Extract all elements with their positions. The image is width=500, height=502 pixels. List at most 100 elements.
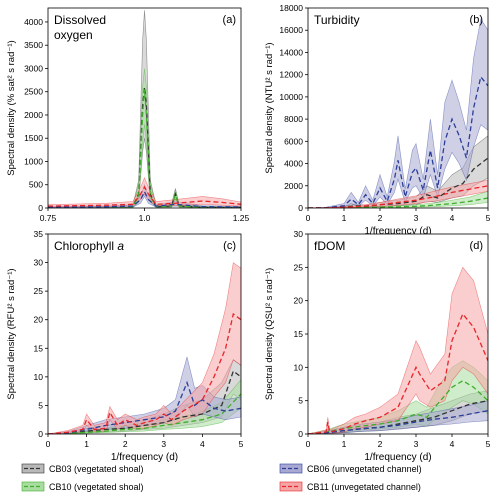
legend-item-cb10: CB10 (vegetated shoal) — [21, 481, 144, 492]
legend-item-cb11: CB11 (unvegetated channel) — [279, 481, 421, 492]
panel-label: (a) — [223, 14, 236, 26]
x-tick-label: 1.25 — [233, 213, 250, 223]
y-tick-label: 18000 — [279, 3, 303, 13]
panel-dissolved-oxygen: 0.75 1.0 1.25 0 500 1000 1500 2000 2500 3000 3500 4… — [6, 7, 250, 223]
x-tick-label: 1 — [342, 439, 347, 449]
y-tick-label: 16000 — [279, 25, 303, 35]
y-axis-label: Spectral density (RFU² s rad⁻¹) — [6, 268, 17, 399]
y-tick-label: 2500 — [24, 87, 43, 97]
x-tick-label: 5 — [239, 439, 244, 449]
y-tick-label: 12000 — [279, 70, 303, 80]
x-tick-label: 2 — [123, 439, 128, 449]
plot-content — [308, 266, 488, 434]
panel-chlorophyll-a: 0 1 2 3 4 5 0 5 10 15 20 25 30 35 1/frequency (d) Spect… — [6, 229, 244, 463]
series-line-cb03 — [308, 400, 488, 434]
y-tick-label: 0 — [38, 429, 43, 439]
legend-item-cb06: CB06 (unvegetated channel) — [279, 463, 422, 474]
y-tick-label: 1000 — [24, 156, 43, 166]
y-tick-label: 14000 — [279, 47, 303, 57]
panel-title: Dissolved oxygen — [54, 13, 106, 42]
series-line-cb10 — [48, 89, 241, 208]
x-tick-label: 3 — [414, 213, 419, 223]
y-tick-label: 20 — [34, 315, 44, 325]
confidence-band-cb11 — [308, 266, 488, 434]
panel-label: (c) — [223, 240, 236, 252]
x-tick-label: 3 — [161, 439, 166, 449]
y-tick-label: 25 — [34, 286, 44, 296]
panel-fdom: 0 1 2 3 4 5 0 5 10 15 20 25 30 1/frequency (d) Spectra… — [264, 229, 491, 463]
x-tick-label: 0 — [306, 213, 311, 223]
y-tick-label: 35 — [34, 229, 44, 239]
y-axis-label: Spectral density (NTU² s rad⁻¹) — [264, 42, 275, 173]
y-tick-label: 5 — [38, 400, 43, 410]
y-axis-label: Spectral density (QSU² s rad⁻¹) — [264, 268, 275, 400]
y-axis-label: Spectral density (% sat² s rad⁻¹) — [6, 40, 17, 175]
panel-title: Turbidity — [314, 13, 360, 27]
y-tick-label: 2000 — [24, 110, 43, 120]
legend-item-cb03: CB03 (vegetated shoal) — [21, 463, 144, 474]
panel-title: Chlorophyll a — [54, 239, 124, 253]
x-axis-label: 1/frequency (d) — [364, 452, 431, 463]
y-tick-label: 1500 — [24, 133, 43, 143]
y-tick-label: 4000 — [24, 17, 43, 27]
series-line-cb11 — [48, 185, 241, 207]
panel-label: (b) — [470, 14, 483, 26]
y-tick-label: 30 — [34, 258, 44, 268]
panel-turbidity: 0 1 2 3 4 5 0 2000 4000 6000 8000 10000 12000 14000 16… — [264, 3, 491, 237]
series-line-cb11 — [308, 312, 488, 434]
x-tick-label: 3 — [414, 439, 419, 449]
series-line-cb06 — [308, 75, 488, 208]
panel-label: (d) — [470, 240, 483, 252]
y-tick-label: 8000 — [284, 114, 303, 124]
x-tick-label: 4 — [450, 439, 455, 449]
y-tick-label: 10 — [294, 362, 304, 372]
y-tick-label: 0 — [298, 203, 303, 213]
legend-label: CB10 (vegetated shoal) — [49, 482, 144, 492]
plot-content — [48, 10, 241, 208]
y-tick-label: 15 — [294, 329, 304, 339]
x-tick-label: 0.75 — [40, 213, 57, 223]
y-tick-label: 25 — [294, 262, 304, 272]
y-tick-label: 3000 — [24, 63, 43, 73]
plot-frame — [307, 7, 489, 209]
y-tick-label: 500 — [29, 180, 43, 190]
legend: CB03 (vegetated shoal) CB06 (unvegetated … — [21, 463, 422, 492]
x-tick-label: 4 — [450, 213, 455, 223]
x-tick-label: 2 — [378, 213, 383, 223]
panel-title: fDOM — [314, 239, 345, 253]
y-tick-label: 15 — [34, 343, 44, 353]
series-line-cb10 — [308, 379, 488, 434]
series-line-cb03 — [48, 370, 241, 434]
plot-frame — [47, 233, 242, 435]
series-line-cb11 — [308, 185, 488, 208]
y-tick-label: 10000 — [279, 92, 303, 102]
x-tick-label: 1 — [342, 213, 347, 223]
y-tick-label: 0 — [38, 203, 43, 213]
y-tick-label: 6000 — [284, 136, 303, 146]
series-line-cb03 — [308, 157, 488, 208]
x-tick-label: 0 — [306, 439, 311, 449]
x-tick-label: 5 — [486, 213, 491, 223]
legend-label: CB11 (unvegetated channel) — [307, 482, 421, 492]
y-tick-label: 30 — [294, 229, 304, 239]
series-line-cb10 — [308, 197, 488, 208]
y-tick-label: 0 — [298, 429, 303, 439]
plot-content — [48, 262, 241, 434]
legend-label: CB06 (unvegetated channel) — [307, 464, 422, 474]
y-tick-label: 3500 — [24, 40, 43, 50]
x-tick-label: 0 — [46, 439, 51, 449]
x-tick-label: 1 — [84, 439, 89, 449]
x-tick-label: 4 — [200, 439, 205, 449]
y-tick-label: 4000 — [284, 159, 303, 169]
series-line-cb06 — [48, 190, 241, 208]
y-tick-label: 10 — [34, 372, 44, 382]
y-tick-label: 20 — [294, 296, 304, 306]
plot-content — [308, 18, 488, 208]
x-axis-label: 1/frequency (d) — [364, 226, 431, 237]
x-tick-label: 1.0 — [139, 213, 151, 223]
series-line-cb10 — [48, 393, 241, 434]
x-axis-label: 1/frequency (d) — [111, 452, 178, 463]
series-line-cb06 — [308, 410, 488, 434]
y-tick-label: 5 — [298, 396, 303, 406]
